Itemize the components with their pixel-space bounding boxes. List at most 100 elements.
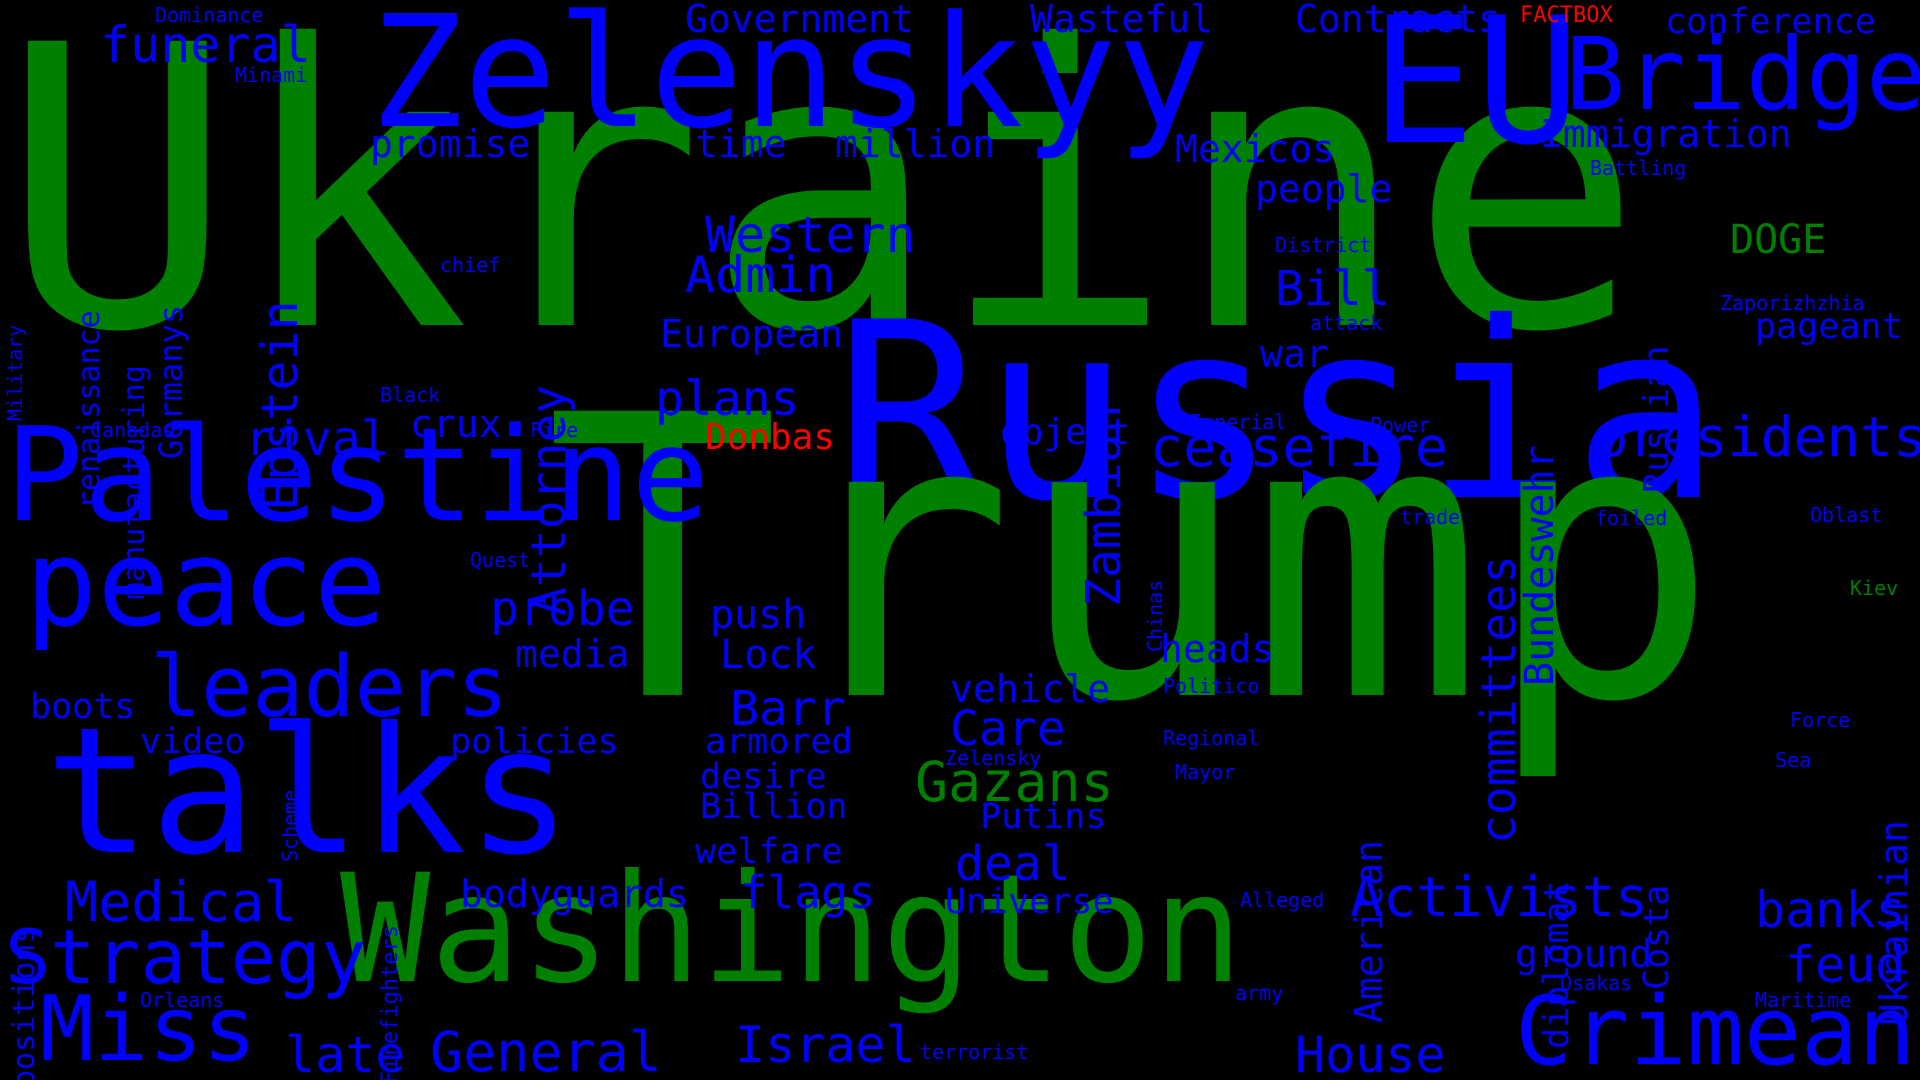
word-chief: chief [440, 253, 501, 277]
word-crimean: Crimean [1515, 977, 1916, 1080]
word-trade: trade [1400, 505, 1461, 529]
word-billion: Billion [700, 787, 848, 827]
word-desire: desire [700, 757, 827, 797]
word-alleged: Alleged [1240, 888, 1325, 912]
word-crux: crux [410, 402, 502, 446]
word-army: army [1235, 981, 1284, 1005]
word-presidents: presidents [1595, 405, 1920, 469]
word-ukraine: Ukraine [0, 0, 1644, 417]
word-welfare: welfare [695, 832, 843, 872]
word-zelenskyy: Zelenskyy [370, 0, 1210, 163]
word-general: General [430, 1020, 662, 1080]
word-mayor: Mayor [1175, 760, 1236, 784]
word-heads: heads [1160, 627, 1275, 671]
word-people: people [1255, 167, 1393, 211]
word-palestine: Palestine [5, 399, 710, 551]
word-zaporizhzhia: Zaporizhzhia [1720, 291, 1865, 315]
word-time: time [695, 122, 787, 166]
word-oblast: Oblast [1810, 503, 1883, 527]
word-zambian: Zambian [1076, 404, 1132, 607]
word-minami: Minami [235, 63, 308, 87]
word-foiled: foiled [1595, 506, 1668, 530]
word-push: push [710, 592, 807, 638]
word-activists: Activists [1350, 865, 1649, 929]
word-positions: positions [7, 925, 42, 1080]
word-conference: conference [1665, 2, 1876, 42]
word-feud: feud [1785, 936, 1906, 994]
word-district: District [1275, 233, 1372, 257]
word-media: media [515, 632, 630, 676]
word-scheme: Scheme [278, 789, 302, 862]
word-dominance: Dominance [155, 3, 264, 27]
word-house: House [1295, 1026, 1446, 1080]
word-costa: Costa [1637, 884, 1677, 990]
word-kiev: Kiev [1850, 576, 1899, 600]
word-epstein: Epstein [251, 300, 309, 511]
word-policies: policies [450, 722, 619, 762]
word-government: Government [685, 0, 914, 41]
word-bill: Bill [1275, 261, 1391, 317]
word-bodyguards: bodyguards [460, 872, 689, 916]
word-russian: Russian [1637, 345, 1677, 493]
word-lock: Lock [720, 632, 817, 678]
word-care: Care [950, 701, 1066, 757]
word-washington: Washington [340, 843, 1244, 1017]
word-probe: probe [490, 581, 635, 637]
word-european: European [660, 312, 844, 356]
word-ground: ground [1515, 932, 1653, 976]
word-mexicos: Mexicos [1175, 127, 1336, 171]
word-gazans: Gazans [915, 750, 1114, 814]
word-attack: attack [1310, 311, 1383, 335]
word-bundeswehr: Bundeswehr [1517, 445, 1563, 686]
word-fire: Fire [530, 418, 579, 442]
word-donbas: Donbas [705, 417, 836, 458]
word-vehicle: vehicle [950, 667, 1111, 711]
word-wasteful: Wasteful [1030, 0, 1214, 41]
word-sea: Sea [1775, 748, 1812, 772]
word-canadas: Canadas [90, 418, 175, 442]
word-battling: Battling [1590, 156, 1687, 180]
word-object: object [1000, 412, 1131, 453]
word-manufacturing: manufacturing [117, 365, 152, 600]
word-plans: plans [655, 371, 800, 427]
word-peace: peace [25, 515, 387, 654]
word-zelensky: Zelensky [945, 746, 1042, 770]
word-medical: Medical [65, 870, 297, 934]
word-funeral: funeral [100, 16, 311, 74]
word-contracts: Contracts [1295, 0, 1501, 41]
word-banks: banks [1755, 881, 1906, 939]
word-ukrainian: Ukrainian [1872, 820, 1916, 1026]
word-armored: armored [705, 722, 853, 762]
word-eu: EU [1370, 0, 1581, 184]
word-maritime: Maritime [1755, 988, 1852, 1012]
word-diplomat: diplomat [1537, 880, 1577, 1049]
word-leaders: leaders [150, 638, 509, 737]
word-american: American [1347, 839, 1391, 1023]
word-terrorist: terrorist [920, 1040, 1029, 1064]
word-video: video [140, 722, 246, 762]
word-war: war [1260, 332, 1329, 376]
word-black: Black [380, 383, 441, 407]
word-strategy: Strategy [5, 913, 367, 1001]
word-russia: Russia [835, 270, 1721, 555]
word-orleans: Orleans [140, 988, 225, 1012]
word-regional: Regional [1163, 726, 1260, 750]
word-deal: deal [955, 836, 1071, 892]
word-late: late [285, 1026, 406, 1080]
word-israel: Israel [735, 1016, 916, 1074]
word-pageant: pageant [1755, 307, 1903, 347]
word-imperial: Imperial [1190, 410, 1287, 434]
word-putins: Putins [980, 797, 1107, 837]
word-talks: talks [45, 691, 572, 894]
word-flags: flags [740, 866, 876, 919]
word-firefighters: Firefighters [378, 925, 403, 1080]
word-force: Force [1790, 708, 1851, 732]
word-admin: Admin [685, 246, 836, 304]
word-million: million [835, 122, 996, 166]
word-barr: Barr [730, 681, 846, 737]
word-power: Power [1370, 413, 1431, 437]
word-osakas: Osakas [1560, 971, 1633, 995]
word-miss: Miss [40, 977, 257, 1080]
word-promise: promise [370, 122, 531, 166]
